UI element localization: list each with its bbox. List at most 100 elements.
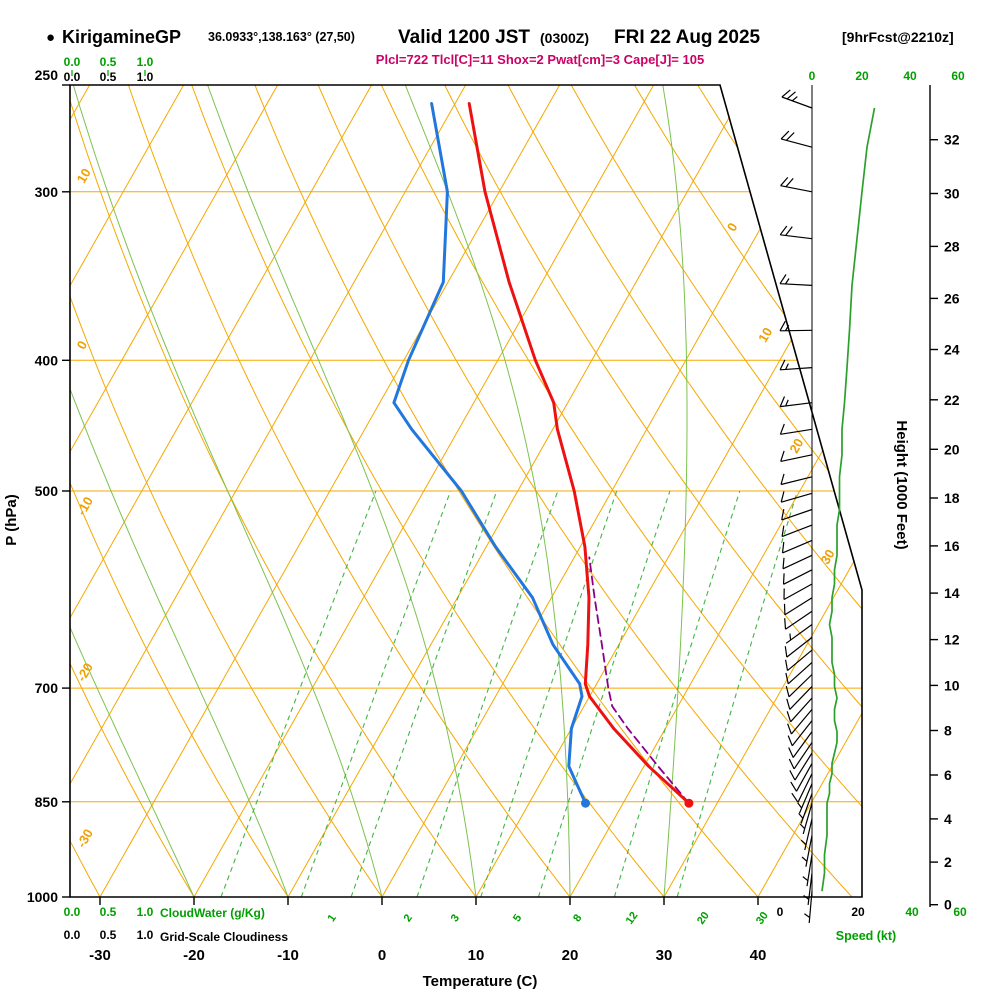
pressure-tick-label: 850 bbox=[35, 794, 59, 810]
isotherm-label-left: 0 bbox=[74, 338, 91, 352]
height-tick-label: 4 bbox=[944, 811, 952, 827]
wind-barb bbox=[782, 569, 813, 585]
isotherm-label-left: -20 bbox=[74, 660, 96, 684]
isotherm-label-right: 30 bbox=[818, 547, 838, 567]
dry-adiabat-line bbox=[127, 85, 571, 897]
dry-adiabat-line bbox=[380, 85, 862, 897]
moist-adiabat-line bbox=[70, 85, 195, 897]
height-tick-label: 26 bbox=[944, 290, 960, 306]
isotherm-line bbox=[70, 85, 373, 897]
height-tick-label: 12 bbox=[944, 632, 960, 648]
plot-frame bbox=[69, 84, 863, 898]
temp-tick-label: -10 bbox=[277, 947, 299, 964]
temperature-axis-title: Temperature (C) bbox=[423, 973, 538, 990]
pressure-tick-label: 1000 bbox=[27, 889, 58, 905]
skewt-background-lines bbox=[70, 85, 862, 897]
wind-barb bbox=[780, 473, 813, 486]
mixing-ratio-label: 1 bbox=[325, 912, 338, 924]
speed-axis-title: Speed (kt) bbox=[836, 929, 896, 943]
wind-barb bbox=[780, 130, 813, 148]
isotherm-label-right: 10 bbox=[755, 325, 775, 345]
height-tick-label: 0 bbox=[944, 897, 952, 913]
wind-barb-column bbox=[779, 85, 876, 924]
cloudiness-scale-tick: 0.5 bbox=[100, 70, 117, 84]
wind-barb bbox=[787, 709, 813, 735]
wind-barb bbox=[782, 554, 813, 570]
valid-date: FRI 22 Aug 2025 bbox=[614, 27, 761, 48]
height-tick-label: 16 bbox=[944, 538, 960, 554]
valid-zulu: (0300Z) bbox=[540, 30, 589, 46]
mixing-ratio-label: 12 bbox=[624, 910, 641, 927]
isotherm-label-right: 20 bbox=[786, 436, 806, 456]
temp-tick-label: 20 bbox=[562, 947, 579, 964]
height-tick-label: 22 bbox=[944, 392, 960, 408]
height-tick-label: 10 bbox=[944, 677, 960, 693]
temperature-profile bbox=[467, 102, 691, 805]
temp-tick-label: 40 bbox=[750, 947, 767, 964]
isotherm-line bbox=[287, 85, 749, 897]
wind-barb bbox=[800, 818, 813, 851]
wind-barb bbox=[781, 539, 813, 554]
moist-adiabat-line bbox=[662, 85, 688, 897]
dry-adiabat-line bbox=[570, 85, 862, 897]
wind-barb bbox=[804, 891, 813, 924]
station-bullet-icon: ● bbox=[46, 29, 55, 46]
moist-adiabat-line bbox=[70, 85, 289, 897]
moist-adiabat-line bbox=[72, 85, 383, 897]
cloudwater-scale-tick: 1.0 bbox=[137, 905, 154, 919]
mixing-ratio-label: 3 bbox=[449, 912, 462, 924]
forecast-ref: [9hrFcst@2210z] bbox=[842, 29, 954, 45]
speed-scale-tick-top: 60 bbox=[951, 69, 965, 83]
isotherm-line bbox=[757, 85, 862, 897]
stability-indices: Plcl=722 Tlcl[C]=11 Shox=2 Pwat[cm]=3 Ca… bbox=[376, 52, 704, 67]
dry-adiabat-line bbox=[70, 85, 289, 897]
dry-adiabat-line bbox=[191, 85, 665, 897]
surface-dewpoint-dot bbox=[581, 798, 590, 808]
pressure-tick-label: 700 bbox=[35, 680, 59, 696]
height-tick-label: 32 bbox=[944, 132, 960, 148]
cloudiness-scale-tick: 0.0 bbox=[64, 928, 81, 942]
cloudwater-axis-title: CloudWater (g/Kg) bbox=[160, 906, 265, 920]
pressure-tick-label: 400 bbox=[35, 352, 59, 368]
wind-barb bbox=[798, 793, 813, 824]
wind-barb bbox=[780, 177, 813, 193]
height-tick-label: 6 bbox=[944, 767, 952, 783]
cloudiness-scale-tick: 1.0 bbox=[137, 928, 154, 942]
temp-tick-label: 0 bbox=[378, 947, 386, 964]
speed-scale-tick-bottom: 60 bbox=[953, 905, 967, 919]
speed-scale-tick-top: 20 bbox=[855, 69, 869, 83]
cloudwater-scale-tick: 0.5 bbox=[100, 905, 117, 919]
cloudwater-scale-tick: 0.5 bbox=[100, 55, 117, 69]
wind-barb bbox=[780, 491, 813, 503]
wind-barb bbox=[790, 763, 813, 792]
wind-barb bbox=[789, 752, 813, 781]
sounding-profiles bbox=[392, 102, 694, 808]
cloudiness-axis-title: Grid-Scale Cloudiness bbox=[160, 930, 288, 944]
wind-barb bbox=[783, 583, 813, 601]
dry-adiabat-line bbox=[317, 85, 853, 897]
mixing-ratio-label: 5 bbox=[511, 912, 524, 924]
height-tick-label: 18 bbox=[944, 490, 960, 506]
wind-barb bbox=[779, 359, 813, 371]
isotherm-line bbox=[193, 85, 655, 897]
cloudiness-scale-tick: 0.5 bbox=[100, 928, 117, 942]
isotherm-line bbox=[70, 85, 279, 897]
wind-barb bbox=[785, 624, 813, 644]
height-tick-label: 24 bbox=[944, 342, 960, 358]
height-tick-label: 8 bbox=[944, 723, 952, 739]
mixing-ratio-label: 2 bbox=[402, 912, 415, 924]
wind-barb bbox=[783, 597, 813, 616]
speed-scale-tick-bottom: 0 bbox=[777, 905, 784, 919]
pressure-tick-label: 500 bbox=[35, 483, 59, 499]
wind-barb bbox=[781, 89, 813, 109]
wind-barb bbox=[802, 854, 813, 887]
mixing-ratio-label: 30 bbox=[754, 910, 771, 927]
height-tick-label: 2 bbox=[944, 854, 952, 870]
temp-tick-label: 30 bbox=[656, 947, 673, 964]
dry-adiabat-line bbox=[507, 85, 862, 897]
wind-barb bbox=[781, 524, 813, 538]
parcel-ascent-path bbox=[588, 556, 690, 805]
valid-time: Valid 1200 JST bbox=[398, 27, 530, 48]
wind-speed-curve bbox=[821, 107, 876, 892]
